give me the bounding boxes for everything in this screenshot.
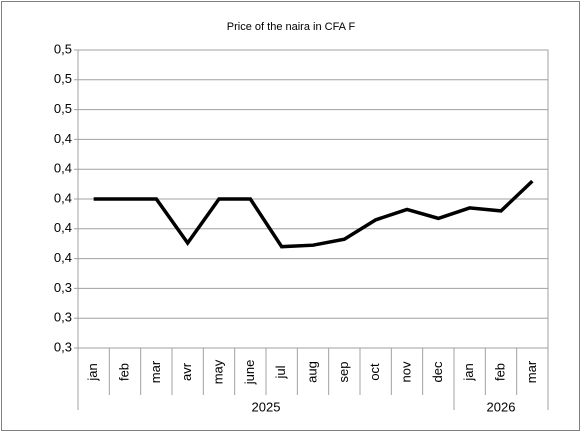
- y-tick-label: 0,4: [54, 220, 72, 235]
- y-tick-label: 0,5: [54, 101, 72, 116]
- x-tick-label: feb: [492, 363, 507, 381]
- x-tick-label: feb: [116, 363, 131, 381]
- x-tick-label: dec: [430, 361, 445, 382]
- x-tick-label: jan: [85, 363, 100, 381]
- x-tick-label: sep: [336, 362, 351, 383]
- y-tick-label: 0,3: [54, 310, 72, 325]
- y-tick-label: 0,5: [54, 71, 72, 86]
- y-tick-label: 0,4: [54, 131, 72, 146]
- y-tick-label: 0,3: [54, 339, 72, 354]
- y-tick-label: 0,4: [54, 190, 72, 205]
- series-line: [93, 179, 534, 249]
- x-tick-label: mar: [148, 360, 163, 383]
- x-tick-label: oct: [367, 363, 382, 381]
- y-tick-label: 0,4: [54, 250, 72, 265]
- x-tick-label: may: [210, 359, 225, 384]
- y-tick-label: 0,5: [54, 41, 72, 56]
- x-tick-label: avr: [179, 362, 194, 381]
- x-tick-label: jul: [273, 365, 288, 379]
- y-tick-label: 0,3: [54, 280, 72, 295]
- chart-title: Price of the naira in CFA F: [227, 21, 356, 33]
- x-tick-label: mar: [524, 360, 539, 383]
- x-tick-label: nov: [398, 361, 413, 382]
- x-tick-label: june: [242, 360, 257, 386]
- x-group-label: 2026: [487, 399, 516, 414]
- x-group-label: 2025: [252, 399, 281, 414]
- x-tick-label: aug: [304, 361, 319, 383]
- x-tick-label: jan: [461, 363, 476, 381]
- y-tick-label: 0,4: [54, 161, 72, 176]
